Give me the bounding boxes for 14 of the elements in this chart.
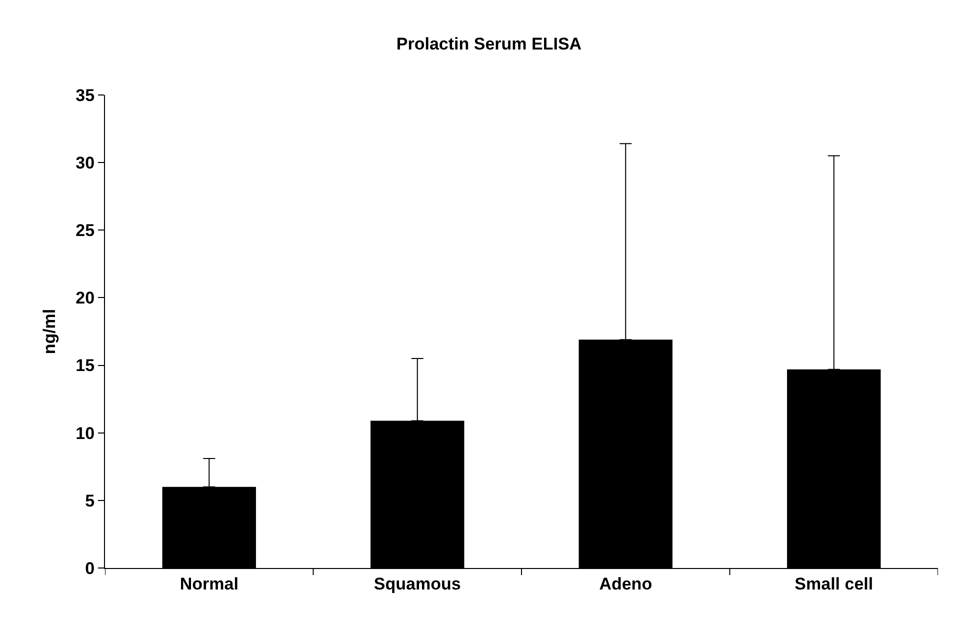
y-tick-label: 5	[85, 491, 95, 510]
y-axis-title: ng/ml	[40, 308, 60, 354]
chart-title: Prolactin Serum ELISA	[396, 34, 582, 54]
x-tick-label: Small cell	[794, 574, 874, 594]
x-tick-label: Adeno	[599, 574, 652, 594]
y-tick-label: 10	[76, 424, 95, 443]
x-tick-label: Squamous	[374, 574, 461, 594]
x-tick-label: Normal	[180, 574, 238, 594]
y-tick-label: 0	[85, 558, 95, 578]
y-tick-label: 25	[76, 221, 95, 240]
y-tick-label: 20	[76, 288, 95, 308]
y-tick-label: 35	[76, 86, 95, 105]
y-tick-label: 30	[76, 154, 95, 173]
y-tick-label: 15	[76, 356, 95, 376]
